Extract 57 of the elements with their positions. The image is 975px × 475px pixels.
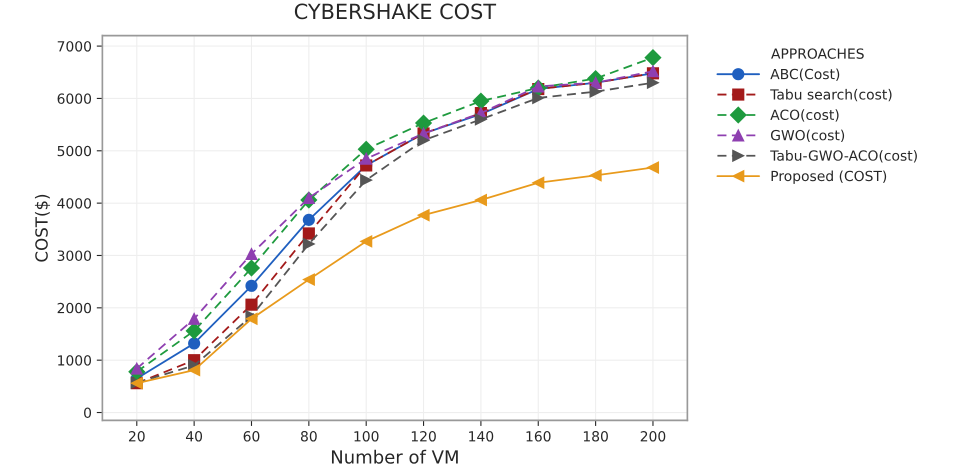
point <box>188 364 200 376</box>
point <box>646 161 660 174</box>
point <box>415 114 432 132</box>
point <box>245 248 258 260</box>
x-tick-label: 40 <box>186 431 202 442</box>
point <box>417 134 430 146</box>
point <box>188 337 200 350</box>
x-tick-label: 20 <box>128 431 145 442</box>
legend-label: Proposed (COST) <box>772 170 886 184</box>
x-tick-label: 200 <box>640 431 666 442</box>
legend-label: Tabu-GWO-ACO(cost) <box>770 150 917 162</box>
y-tick-label: 4000 <box>57 198 92 209</box>
legend-title: APPROACHES <box>771 48 864 59</box>
legend-label: ACO(cost) <box>770 109 839 122</box>
point <box>417 209 430 222</box>
point <box>644 49 662 66</box>
point <box>532 176 544 189</box>
y-tick-label: 1000 <box>58 355 92 366</box>
x-tick-label: 100 <box>354 431 379 442</box>
x-axis-title: Number of VM <box>332 450 458 464</box>
point <box>302 227 315 240</box>
point <box>188 312 200 325</box>
point <box>532 92 544 104</box>
point <box>590 169 602 182</box>
point <box>302 214 315 226</box>
y-tick-label: 6000 <box>58 93 92 104</box>
y-tick-label: 0 <box>84 407 92 418</box>
point <box>646 76 660 89</box>
point <box>360 174 372 186</box>
point <box>590 86 602 98</box>
point <box>245 298 258 311</box>
legend-label: Tabu search(cost) <box>770 88 892 102</box>
legend-label: GWO(cost) <box>770 130 844 142</box>
y-tick-label: 3000 <box>58 250 92 261</box>
chart-title: CYBERSHAKE COST <box>294 3 496 20</box>
x-tick-label: 160 <box>526 431 551 442</box>
y-axis-title: COST($) <box>34 194 50 262</box>
point <box>243 260 260 276</box>
y-tick-label: 2000 <box>58 302 92 314</box>
y-tick-label: 7000 <box>58 41 92 52</box>
point <box>360 152 372 165</box>
point <box>358 140 375 158</box>
point <box>360 235 372 248</box>
point <box>472 92 490 110</box>
point <box>302 238 315 250</box>
point <box>302 273 315 286</box>
x-tick-label: 80 <box>300 431 317 442</box>
y-tick-label: 5000 <box>58 146 92 156</box>
x-tick-label: 120 <box>412 431 436 442</box>
point <box>245 312 258 325</box>
point <box>245 280 258 292</box>
point <box>474 194 487 206</box>
x-tick-label: 140 <box>469 431 494 442</box>
x-tick-label: 60 <box>244 431 260 442</box>
x-tick-label: 180 <box>584 431 608 442</box>
point <box>474 113 487 126</box>
legend-label: ABC(Cost) <box>770 68 840 81</box>
